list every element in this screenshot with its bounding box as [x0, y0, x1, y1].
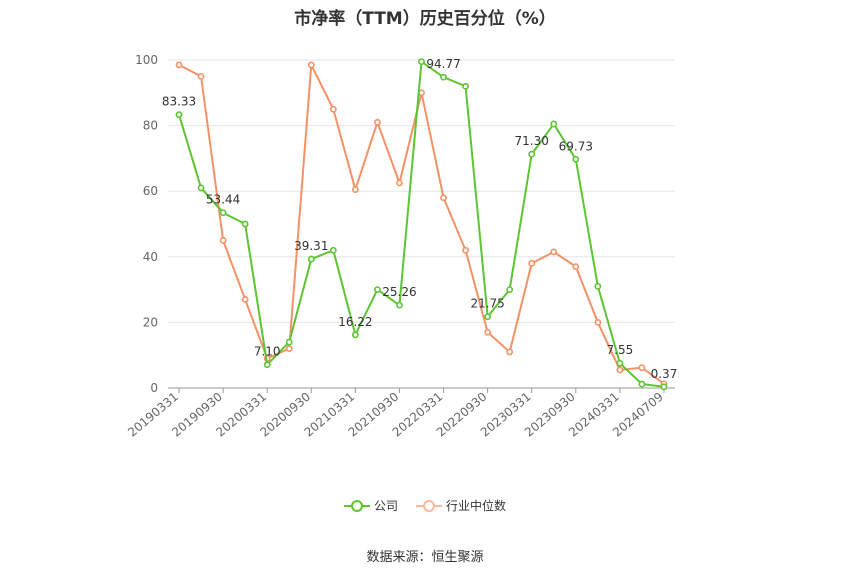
data-label: 71.30: [515, 134, 549, 148]
series-1-point: [329, 105, 337, 113]
data-source: 数据来源：恒生聚源: [366, 550, 484, 565]
series-1-point: [307, 61, 315, 69]
series-1-point: [462, 246, 469, 254]
legend-item-company[interactable]: 公司: [343, 497, 398, 514]
series-1-point: [572, 263, 580, 271]
series-0-point: [285, 338, 293, 346]
line-chart: 0 20 40 60 80 100 201903312019093020200331202…: [125, 53, 677, 440]
series-0-point: [307, 255, 315, 263]
data-label: 39.31: [294, 239, 328, 253]
data-label: 94.77: [426, 57, 460, 71]
series-0-point: [660, 383, 668, 391]
series-1-point: [175, 61, 183, 69]
series-1-point: [616, 366, 624, 374]
series-0-point: [219, 209, 227, 217]
series-0-point: [484, 313, 492, 321]
data-label: 83.33: [162, 95, 196, 109]
series-1-point: [506, 348, 514, 356]
series-0-point: [550, 120, 558, 128]
y-tick-label: 40: [143, 250, 158, 264]
series-0-point: [572, 155, 580, 163]
series-1-point: [241, 296, 249, 303]
y-tick-label: 80: [143, 119, 158, 133]
data-labels: 83.33 53.44 7.10 39.31 16.22 25.26 94.77 21.75 7…: [162, 57, 677, 381]
series-line-1: [178, 63, 665, 385]
series-1-point: [351, 186, 359, 193]
data-label: 0.37: [651, 367, 678, 381]
series-0-point: [241, 220, 249, 228]
data-label: 53.44: [206, 193, 240, 207]
series-1-point: [594, 318, 602, 326]
legend-industry-marker-icon: [416, 499, 442, 513]
legend-industry-label: 行业中位数: [446, 499, 507, 513]
legend-company-label: 公司: [373, 499, 398, 513]
data-label: 7.10: [254, 345, 281, 359]
series-1-point: [440, 194, 447, 202]
y-tick-label: 0: [150, 381, 158, 395]
data-label: 25.26: [382, 285, 416, 299]
series-0-point: [197, 184, 205, 192]
series-1-point: [219, 236, 227, 244]
series-1-point: [285, 345, 293, 353]
series-layer: [175, 58, 668, 391]
series-0-point: [263, 361, 271, 369]
legend-item-industry-median[interactable]: 行业中位数: [416, 497, 506, 514]
series-1-point: [396, 179, 403, 187]
chart-title: 市净率（TTM）历史百分位（%）: [294, 9, 556, 29]
x-axis: 2019033120190930202003312020093020210331…: [125, 387, 675, 440]
series-line-0: [178, 60, 665, 388]
legend-company-marker-icon: [343, 499, 370, 513]
series-0-point: [594, 282, 602, 290]
y-tick-label: 100: [135, 53, 158, 67]
series-0-point: [528, 150, 536, 158]
series-0-point: [638, 380, 646, 388]
series-1-point: [484, 328, 492, 336]
data-label: 16.22: [338, 315, 372, 329]
series-0-point: [418, 58, 425, 66]
data-label: 7.55: [607, 343, 634, 357]
series-0-point: [329, 246, 337, 254]
legend: 公司 行业中位数: [0, 497, 850, 514]
series-0-point: [440, 73, 447, 81]
series-0-point: [374, 286, 381, 293]
series-0-point: [351, 331, 359, 339]
series-1-point: [638, 364, 646, 372]
series-0-point: [616, 359, 624, 367]
series-1-point: [197, 73, 205, 80]
data-label: 21.75: [470, 297, 504, 311]
data-label: 69.73: [559, 139, 593, 153]
series-0-point: [396, 301, 403, 309]
series-0-point: [462, 82, 469, 90]
series-1-point: [374, 118, 381, 126]
series-0-point: [175, 111, 183, 119]
series-1-point: [550, 248, 558, 256]
y-axis-ticks: 0 20 40 60 80 100: [135, 53, 158, 395]
y-tick-label: 20: [143, 315, 158, 329]
series-1-point: [528, 259, 536, 267]
series-0-point: [506, 286, 514, 293]
y-tick-label: 60: [143, 184, 158, 198]
